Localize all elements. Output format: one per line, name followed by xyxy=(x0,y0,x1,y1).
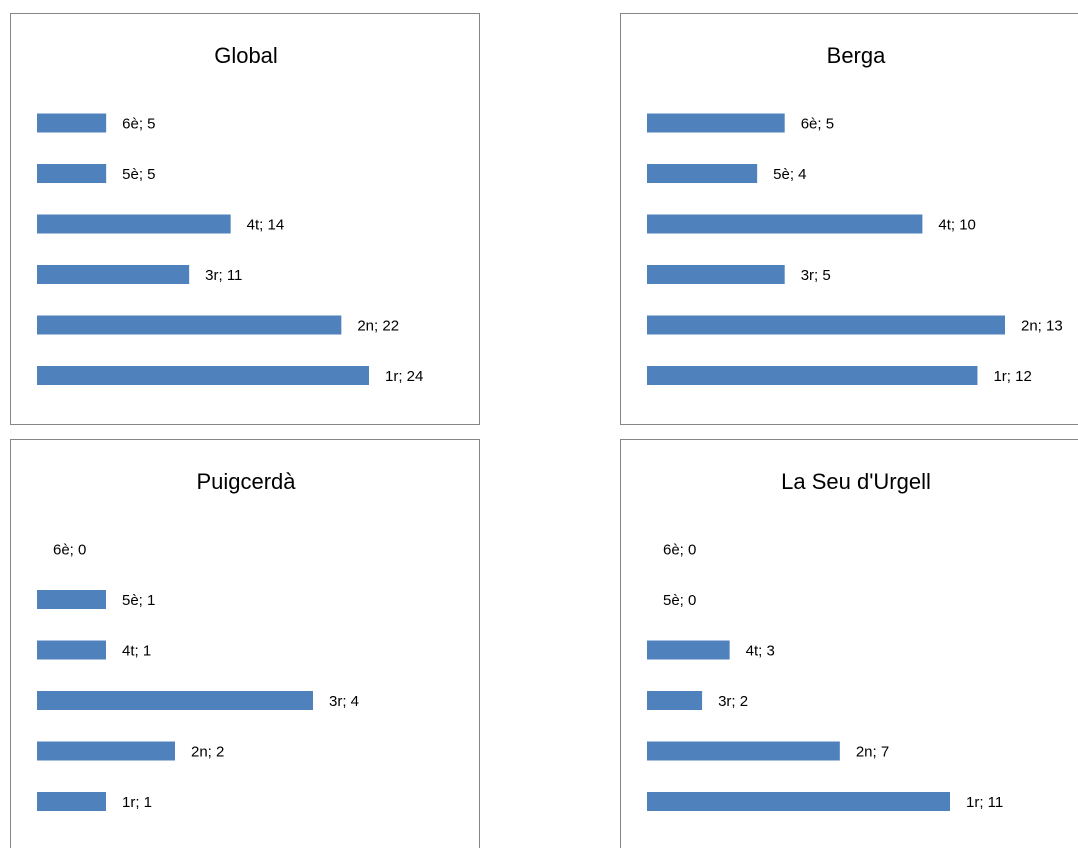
bar-la-seu-durgell-4 xyxy=(647,742,840,761)
data-label-global-1: 5è; 5 xyxy=(122,166,155,183)
data-label-la-seu-durgell-2: 4t; 3 xyxy=(746,643,775,660)
bar-puigcerda-4 xyxy=(37,742,175,761)
data-label-puigcerda-0: 6è; 0 xyxy=(53,542,86,559)
data-label-global-5: 1r; 24 xyxy=(385,368,423,385)
bar-berga-2 xyxy=(647,215,922,234)
chart-title-global: Global xyxy=(214,43,278,68)
data-label-la-seu-durgell-1: 5è; 0 xyxy=(663,592,696,609)
chart-title-puigcerda: Puigcerdà xyxy=(196,469,296,494)
data-label-global-4: 2n; 22 xyxy=(357,318,399,335)
bar-berga-4 xyxy=(647,316,1005,335)
data-label-la-seu-durgell-3: 3r; 2 xyxy=(718,693,748,710)
data-label-la-seu-durgell-4: 2n; 7 xyxy=(856,744,889,761)
data-label-berga-3: 3r; 5 xyxy=(801,267,831,284)
data-label-puigcerda-4: 2n; 2 xyxy=(191,744,224,761)
data-label-la-seu-durgell-5: 1r; 11 xyxy=(966,794,1003,811)
bar-la-seu-durgell-5 xyxy=(647,792,950,811)
data-label-la-seu-durgell-0: 6è; 0 xyxy=(663,542,696,559)
bar-puigcerda-5 xyxy=(37,792,106,811)
data-label-berga-5: 1r; 12 xyxy=(993,368,1031,385)
data-label-puigcerda-5: 1r; 1 xyxy=(122,794,152,811)
bar-global-1 xyxy=(37,164,106,183)
data-label-global-0: 6è; 5 xyxy=(122,116,155,133)
chart-svg-la-seu-durgell: La Seu d'Urgell 6è; 0 5è; 0 4t; 3 3r; 2 2n; 7… xyxy=(620,439,1078,848)
data-label-puigcerda-2: 4t; 1 xyxy=(122,643,151,660)
bar-puigcerda-3 xyxy=(37,691,313,710)
data-label-berga-4: 2n; 13 xyxy=(1021,318,1063,335)
data-label-puigcerda-3: 3r; 4 xyxy=(329,693,359,710)
bar-la-seu-durgell-3 xyxy=(647,691,702,710)
bar-global-0 xyxy=(37,114,106,133)
bar-berga-5 xyxy=(647,366,977,385)
chart-svg-berga: Berga 6è; 5 5è; 4 4t; 10 3r; 5 2n; 13 1r; 12 xyxy=(620,13,1078,427)
data-label-berga-2: 4t; 10 xyxy=(938,217,976,234)
chart-svg-global: Global 6è; 5 5è; 5 4t; 14 3r; 11 2n; 22 1r; 24 xyxy=(10,13,482,427)
bar-global-2 xyxy=(37,215,231,234)
bar-global-4 xyxy=(37,316,341,335)
chart-svg-puigcerda: Puigcerdà 6è; 0 5è; 1 4t; 1 3r; 4 2n; 2 1r; 1 xyxy=(10,439,482,848)
bar-berga-3 xyxy=(647,265,785,284)
data-label-global-2: 4t; 14 xyxy=(247,217,285,234)
bar-puigcerda-1 xyxy=(37,590,106,609)
chart-panel-berga: Berga 6è; 5 5è; 4 4t; 10 3r; 5 2n; 13 1r; 12 xyxy=(620,13,1078,427)
bar-global-5 xyxy=(37,366,369,385)
chart-title-berga: Berga xyxy=(827,43,886,68)
data-label-puigcerda-1: 5è; 1 xyxy=(122,592,155,609)
chart-panel-puigcerda: Puigcerdà 6è; 0 5è; 1 4t; 1 3r; 4 2n; 2 1r; 1 xyxy=(10,439,482,848)
chart-panel-global: Global 6è; 5 5è; 5 4t; 14 3r; 11 2n; 22 1r; 24 xyxy=(10,13,482,427)
data-label-berga-1: 5è; 4 xyxy=(773,166,806,183)
data-label-berga-0: 6è; 5 xyxy=(801,116,834,133)
data-label-global-3: 3r; 11 xyxy=(205,267,242,284)
chart-title-la-seu-durgell: La Seu d'Urgell xyxy=(781,469,931,494)
bar-puigcerda-2 xyxy=(37,641,106,660)
bar-berga-1 xyxy=(647,164,757,183)
bar-berga-0 xyxy=(647,114,785,133)
chart-panel-la-seu-durgell: La Seu d'Urgell 6è; 0 5è; 0 4t; 3 3r; 2 2n; 7… xyxy=(620,439,1078,848)
bar-global-3 xyxy=(37,265,189,284)
bar-la-seu-durgell-2 xyxy=(647,641,730,660)
